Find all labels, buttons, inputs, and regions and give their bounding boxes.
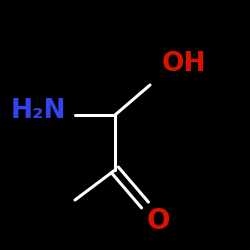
Text: H₂N: H₂N	[11, 98, 66, 124]
Text: O: O	[147, 207, 171, 235]
Text: OH: OH	[162, 51, 206, 77]
